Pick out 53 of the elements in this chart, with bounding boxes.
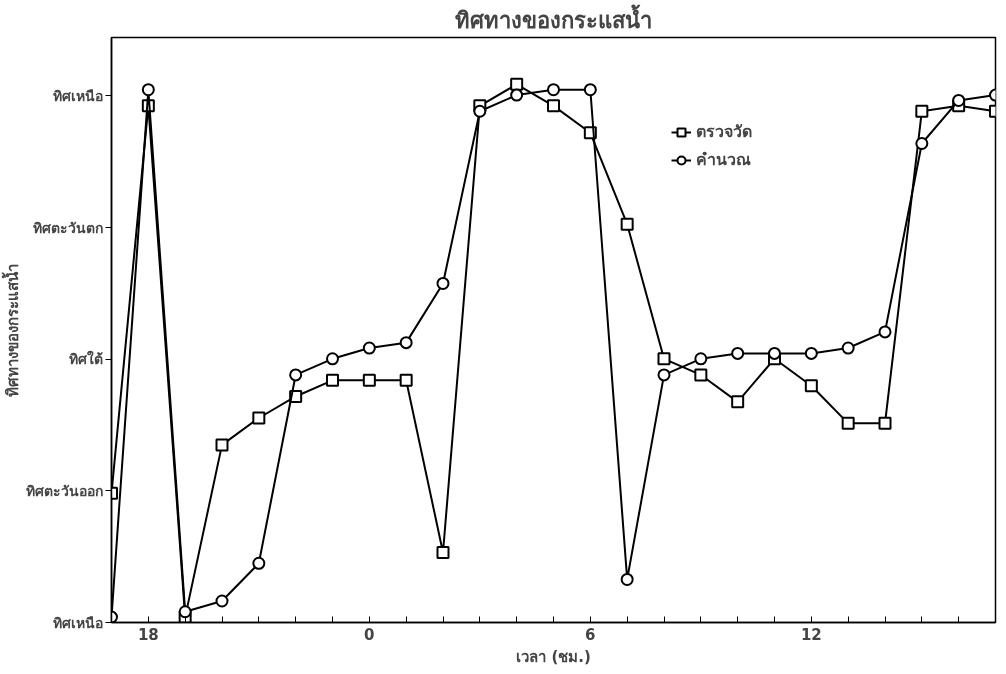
point bbox=[252, 411, 266, 425]
point bbox=[141, 83, 155, 97]
point bbox=[399, 373, 413, 387]
x-axis-title: เวลา (ชม.) bbox=[516, 647, 591, 666]
x-tick-label: 0 bbox=[364, 625, 375, 644]
x-tick-label: 6 bbox=[585, 625, 596, 644]
text: ทิศทางของกระแสน้ำ bbox=[0, 263, 22, 397]
chart-title: ทิศทางของกระแสน้ำ bbox=[455, 3, 652, 33]
point bbox=[436, 546, 450, 560]
x-tick-label: 12 bbox=[800, 625, 822, 644]
point bbox=[694, 368, 708, 382]
point bbox=[547, 99, 560, 113]
point bbox=[362, 341, 376, 355]
x-tick-label: 18 bbox=[137, 625, 159, 644]
text: ทิศตะวันตก bbox=[32, 219, 103, 236]
point bbox=[510, 88, 524, 102]
point bbox=[583, 83, 597, 97]
point bbox=[878, 416, 892, 430]
point bbox=[289, 368, 303, 382]
legend-label: คำนวณ bbox=[696, 149, 751, 171]
point bbox=[657, 368, 671, 382]
point bbox=[804, 379, 818, 393]
point bbox=[326, 373, 339, 387]
point bbox=[841, 341, 855, 355]
text: ทิศเหนือ bbox=[52, 614, 103, 631]
text: ทิศใต้ bbox=[68, 350, 103, 368]
point bbox=[215, 594, 229, 608]
point bbox=[915, 137, 929, 151]
point bbox=[436, 276, 450, 290]
point bbox=[326, 352, 339, 366]
point bbox=[768, 346, 781, 360]
point bbox=[731, 346, 745, 360]
point bbox=[547, 83, 560, 97]
point bbox=[620, 572, 634, 586]
point bbox=[878, 325, 892, 339]
point bbox=[252, 556, 266, 570]
point bbox=[510, 77, 524, 91]
point bbox=[215, 438, 229, 452]
point bbox=[178, 605, 192, 619]
point bbox=[804, 346, 818, 360]
point bbox=[841, 416, 855, 430]
legend-label: ตรวจวัด bbox=[696, 121, 752, 143]
point bbox=[952, 93, 966, 107]
text: ทิศเหนือ bbox=[52, 87, 103, 104]
point bbox=[473, 104, 487, 118]
point bbox=[399, 336, 413, 350]
point bbox=[620, 217, 634, 231]
point bbox=[731, 395, 745, 409]
point bbox=[694, 352, 708, 366]
text: ทิศตะวันออก bbox=[25, 482, 103, 499]
point bbox=[657, 352, 671, 366]
point bbox=[915, 104, 929, 118]
point bbox=[362, 373, 376, 387]
